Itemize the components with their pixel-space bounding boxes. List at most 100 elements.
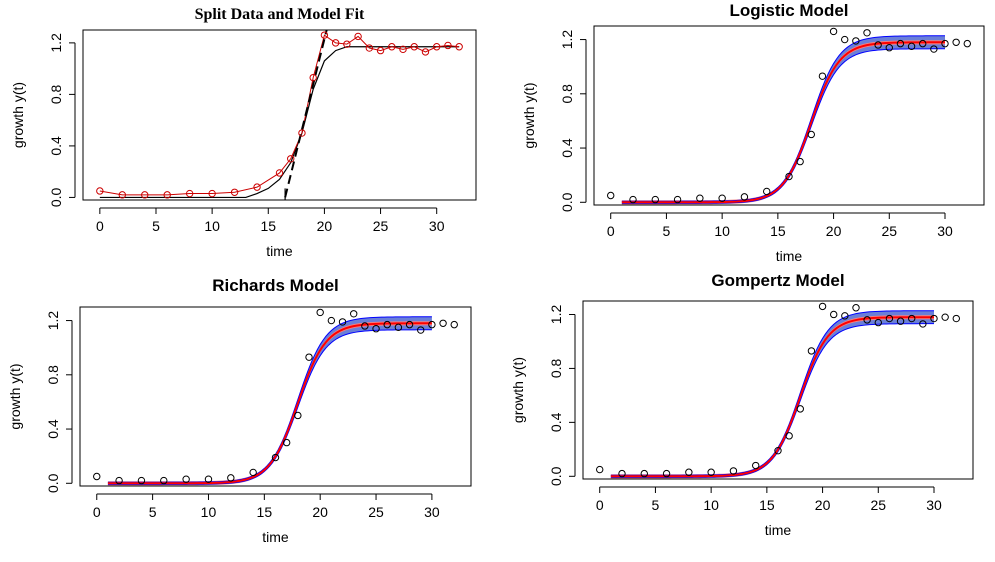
- data-point: [707, 468, 715, 476]
- confidence-band: [107, 316, 432, 485]
- data-point: [275, 169, 284, 177]
- chart-title: Logistic Model: [730, 1, 849, 20]
- data-point: [316, 308, 324, 317]
- data-point: [388, 43, 396, 51]
- y-tick-label: 0.8: [548, 358, 564, 378]
- data-point: [685, 468, 693, 476]
- x-tick-label: 0: [607, 223, 615, 239]
- x-tick-label: 25: [373, 218, 389, 234]
- data-point: [185, 189, 194, 198]
- plot-panel-2: Logistic Model 0 5 10 15 20 25 30 time 0.0 0.4 0.8 1…: [521, 1, 985, 264]
- data-point: [852, 304, 860, 312]
- prediction-band: [610, 315, 934, 479]
- data-point: [885, 43, 893, 52]
- data-point: [774, 446, 782, 455]
- data-point: [141, 191, 149, 199]
- x-tick-label: 15: [257, 504, 273, 520]
- y-tick-label: 0.0: [48, 187, 64, 207]
- data-point: [160, 476, 168, 485]
- data-point: [450, 320, 458, 329]
- data-point: [372, 324, 380, 333]
- data-point: [115, 476, 123, 485]
- data-point: [852, 37, 860, 45]
- fitted-curve: [610, 316, 935, 478]
- data-point: [405, 320, 414, 329]
- confidence-band: [621, 35, 945, 204]
- x-tick-label: 10: [714, 223, 730, 239]
- y-tick-label: 1.2: [48, 33, 64, 53]
- data-point: [182, 475, 190, 483]
- x-tick-label: 25: [881, 223, 897, 239]
- data-point: [230, 188, 239, 196]
- data-point: [807, 347, 816, 355]
- y-tick-label: 0.4: [45, 419, 61, 439]
- data-point: [662, 469, 671, 478]
- data-point: [309, 73, 317, 82]
- x-axis-label: time: [776, 248, 803, 264]
- y-tick-label: 0.0: [45, 473, 61, 493]
- data-point: [930, 314, 938, 323]
- model-fit-line: [99, 46, 460, 199]
- y-axis-label: growth y(t): [7, 363, 23, 429]
- data-point: [651, 195, 659, 204]
- data-point: [271, 453, 280, 462]
- band-upper-edge: [107, 316, 432, 483]
- x-tick-label: 30: [937, 223, 953, 239]
- data-point: [874, 41, 882, 49]
- x-tick-label: 5: [149, 504, 157, 520]
- data-point: [907, 42, 916, 51]
- plot-frame: [593, 25, 985, 206]
- data-point: [428, 320, 436, 329]
- y-tick-label: 0.0: [559, 192, 575, 212]
- x-tick-label: 0: [596, 497, 604, 513]
- band-lower-edge: [621, 48, 946, 204]
- data-point: [410, 43, 418, 51]
- data-point: [249, 468, 257, 477]
- plot-frame: [82, 29, 477, 201]
- x-tick-label: 15: [770, 223, 786, 239]
- data-point: [752, 461, 760, 470]
- band-upper-edge: [621, 35, 946, 202]
- data-point: [227, 474, 235, 482]
- data-point: [829, 27, 838, 36]
- data-point: [930, 45, 938, 53]
- x-tick-label: 25: [870, 497, 886, 513]
- data-point: [137, 476, 146, 485]
- data-point: [863, 316, 871, 324]
- data-point: [343, 40, 351, 48]
- data-point: [399, 45, 407, 54]
- data-point: [785, 172, 793, 181]
- data-point: [941, 39, 949, 48]
- y-axis-label: growth y(t): [510, 357, 526, 423]
- data-point: [941, 313, 949, 321]
- x-tick-label: 15: [260, 218, 276, 234]
- data-point: [673, 195, 682, 204]
- x-tick-label: 5: [663, 223, 671, 239]
- data-point: [818, 72, 827, 80]
- data-point: [796, 157, 804, 166]
- data-point: [327, 316, 336, 325]
- data-point: [841, 35, 849, 44]
- data-point: [796, 405, 804, 413]
- x-tick-label: 20: [317, 218, 333, 234]
- data-point: [841, 312, 849, 320]
- x-tick-label: 20: [826, 223, 842, 239]
- x-tick-label: 20: [815, 497, 831, 513]
- x-tick-label: 0: [96, 218, 104, 234]
- data-point: [455, 43, 463, 51]
- data-point: [952, 314, 960, 323]
- data-point: [354, 32, 362, 41]
- data-point: [596, 465, 604, 474]
- data-point: [908, 314, 916, 323]
- x-tick-label: 30: [926, 497, 942, 513]
- y-axis-label: growth y(t): [10, 82, 26, 148]
- data-point: [896, 39, 905, 48]
- data-point: [618, 469, 626, 478]
- data-point: [444, 41, 452, 50]
- x-tick-label: 15: [759, 497, 775, 513]
- tangent-line: [284, 29, 328, 198]
- x-tick-label: 0: [93, 504, 101, 520]
- x-axis-label: time: [262, 529, 289, 545]
- x-axis-label: time: [266, 243, 293, 259]
- data-point: [919, 39, 927, 48]
